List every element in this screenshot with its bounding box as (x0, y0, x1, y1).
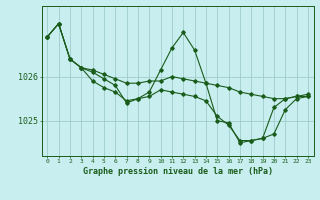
X-axis label: Graphe pression niveau de la mer (hPa): Graphe pression niveau de la mer (hPa) (83, 167, 273, 176)
